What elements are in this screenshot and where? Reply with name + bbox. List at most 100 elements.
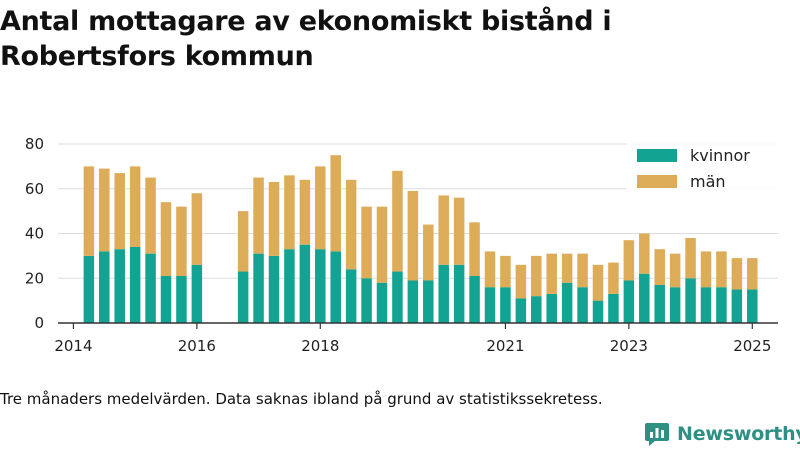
bar-man[interactable] bbox=[330, 155, 341, 252]
bar-man[interactable] bbox=[500, 255, 511, 288]
y-tick-label: 60 bbox=[25, 180, 44, 198]
bar-kvinnor[interactable] bbox=[160, 276, 172, 323]
bar-man[interactable] bbox=[546, 253, 557, 294]
bar-kvinnor[interactable] bbox=[361, 278, 372, 323]
bar-man[interactable] bbox=[685, 237, 696, 279]
bar-man[interactable] bbox=[716, 251, 727, 288]
bar-man[interactable] bbox=[531, 255, 542, 297]
bar-kvinnor[interactable] bbox=[83, 255, 95, 324]
bar-kvinnor[interactable] bbox=[315, 249, 326, 323]
bar-kvinnor[interactable] bbox=[330, 251, 341, 323]
bar-man[interactable] bbox=[453, 197, 465, 265]
bar-man[interactable] bbox=[639, 233, 650, 274]
bar-kvinnor[interactable] bbox=[515, 298, 527, 323]
bar-kvinnor[interactable] bbox=[145, 253, 156, 323]
bar-man[interactable] bbox=[176, 206, 187, 277]
bar-kvinnor[interactable] bbox=[747, 289, 758, 323]
bar-kvinnor[interactable] bbox=[654, 284, 665, 323]
bar-man[interactable] bbox=[361, 206, 372, 279]
bar-man[interactable] bbox=[407, 190, 419, 281]
bar-man[interactable] bbox=[160, 202, 172, 277]
bar-man[interactable] bbox=[669, 253, 681, 288]
legend: kvinnor män bbox=[626, 142, 778, 200]
bar-man[interactable] bbox=[515, 264, 527, 299]
bar-man[interactable] bbox=[114, 173, 125, 250]
bar-man[interactable] bbox=[284, 175, 295, 250]
y-tick-label: 80 bbox=[25, 135, 44, 153]
bar-man[interactable] bbox=[315, 166, 326, 250]
bar-kvinnor[interactable] bbox=[484, 287, 496, 323]
bar-kvinnor[interactable] bbox=[438, 264, 449, 323]
legend-swatch-man bbox=[637, 175, 677, 188]
bar-kvinnor[interactable] bbox=[639, 273, 650, 323]
bar-kvinnor[interactable] bbox=[299, 244, 311, 323]
bar-man[interactable] bbox=[392, 170, 403, 272]
bar-man[interactable] bbox=[700, 251, 712, 288]
bar-kvinnor[interactable] bbox=[577, 287, 588, 323]
bar-man[interactable] bbox=[592, 264, 604, 301]
bar-man[interactable] bbox=[654, 249, 665, 285]
bars bbox=[83, 155, 758, 324]
bar-kvinnor[interactable] bbox=[469, 276, 480, 323]
legend-label-man: män bbox=[690, 172, 726, 191]
bar-kvinnor[interactable] bbox=[500, 287, 511, 323]
bar-man[interactable] bbox=[423, 224, 434, 281]
bar-man[interactable] bbox=[484, 251, 496, 288]
bar-kvinnor[interactable] bbox=[608, 293, 619, 323]
bar-kvinnor[interactable] bbox=[176, 276, 187, 323]
y-tick-label: 0 bbox=[34, 314, 44, 332]
bar-man[interactable] bbox=[731, 258, 743, 290]
bar-man[interactable] bbox=[577, 253, 588, 288]
bar-man[interactable] bbox=[129, 166, 141, 247]
bar-kvinnor[interactable] bbox=[284, 249, 295, 323]
bar-kvinnor[interactable] bbox=[546, 293, 557, 323]
x-tick-label: 2018 bbox=[301, 337, 339, 355]
bar-man[interactable] bbox=[623, 240, 635, 281]
bar-kvinnor[interactable] bbox=[592, 300, 604, 324]
bar-kvinnor[interactable] bbox=[453, 264, 465, 323]
bar-man[interactable] bbox=[299, 179, 311, 245]
bar-kvinnor[interactable] bbox=[700, 287, 712, 323]
bar-man[interactable] bbox=[469, 222, 480, 277]
x-tick-label: 2014 bbox=[54, 337, 92, 355]
bar-kvinnor[interactable] bbox=[623, 280, 635, 323]
bar-kvinnor[interactable] bbox=[669, 287, 681, 323]
bar-kvinnor[interactable] bbox=[716, 287, 727, 323]
bar-man[interactable] bbox=[191, 193, 203, 265]
bar-kvinnor[interactable] bbox=[407, 280, 419, 323]
y-axis-tick-labels: 0 20 40 60 80 bbox=[25, 135, 44, 332]
bar-man[interactable] bbox=[268, 182, 280, 256]
bar-kvinnor[interactable] bbox=[345, 269, 357, 323]
bar-kvinnor[interactable] bbox=[561, 282, 573, 323]
bar-kvinnor[interactable] bbox=[423, 280, 434, 323]
bar-kvinnor[interactable] bbox=[237, 271, 249, 323]
bar-man[interactable] bbox=[99, 168, 110, 252]
bar-man[interactable] bbox=[608, 262, 619, 294]
bar-man[interactable] bbox=[345, 179, 357, 270]
bar-kvinnor[interactable] bbox=[392, 271, 403, 323]
bar-kvinnor[interactable] bbox=[114, 249, 125, 323]
x-axis: 2014 2016 2018 2021 2023 2025 bbox=[54, 322, 778, 355]
bar-kvinnor[interactable] bbox=[685, 278, 696, 323]
x-tick-label: 2016 bbox=[178, 337, 216, 355]
bar-kvinnor[interactable] bbox=[99, 251, 110, 323]
bar-man[interactable] bbox=[145, 177, 156, 254]
bar-kvinnor[interactable] bbox=[731, 289, 743, 323]
bar-man[interactable] bbox=[561, 253, 573, 283]
x-tick-label: 2023 bbox=[610, 337, 648, 355]
bar-kvinnor[interactable] bbox=[191, 264, 203, 323]
y-tick-label: 20 bbox=[25, 269, 44, 287]
bar-man[interactable] bbox=[253, 177, 264, 254]
bar-kvinnor[interactable] bbox=[268, 255, 280, 324]
bar-man[interactable] bbox=[438, 195, 449, 265]
bar-man[interactable] bbox=[83, 166, 95, 256]
bar-man[interactable] bbox=[747, 258, 758, 290]
bar-man[interactable] bbox=[376, 206, 388, 283]
bar-kvinnor[interactable] bbox=[531, 296, 542, 323]
bar-kvinnor[interactable] bbox=[129, 246, 141, 323]
bar-kvinnor[interactable] bbox=[253, 253, 264, 323]
bar-man[interactable] bbox=[237, 211, 249, 272]
bar-kvinnor[interactable] bbox=[376, 282, 388, 323]
chart-caption: Tre månaders medelvärden. Data saknas ib… bbox=[0, 390, 603, 408]
brand[interactable]: Newsworthy bbox=[644, 420, 800, 448]
